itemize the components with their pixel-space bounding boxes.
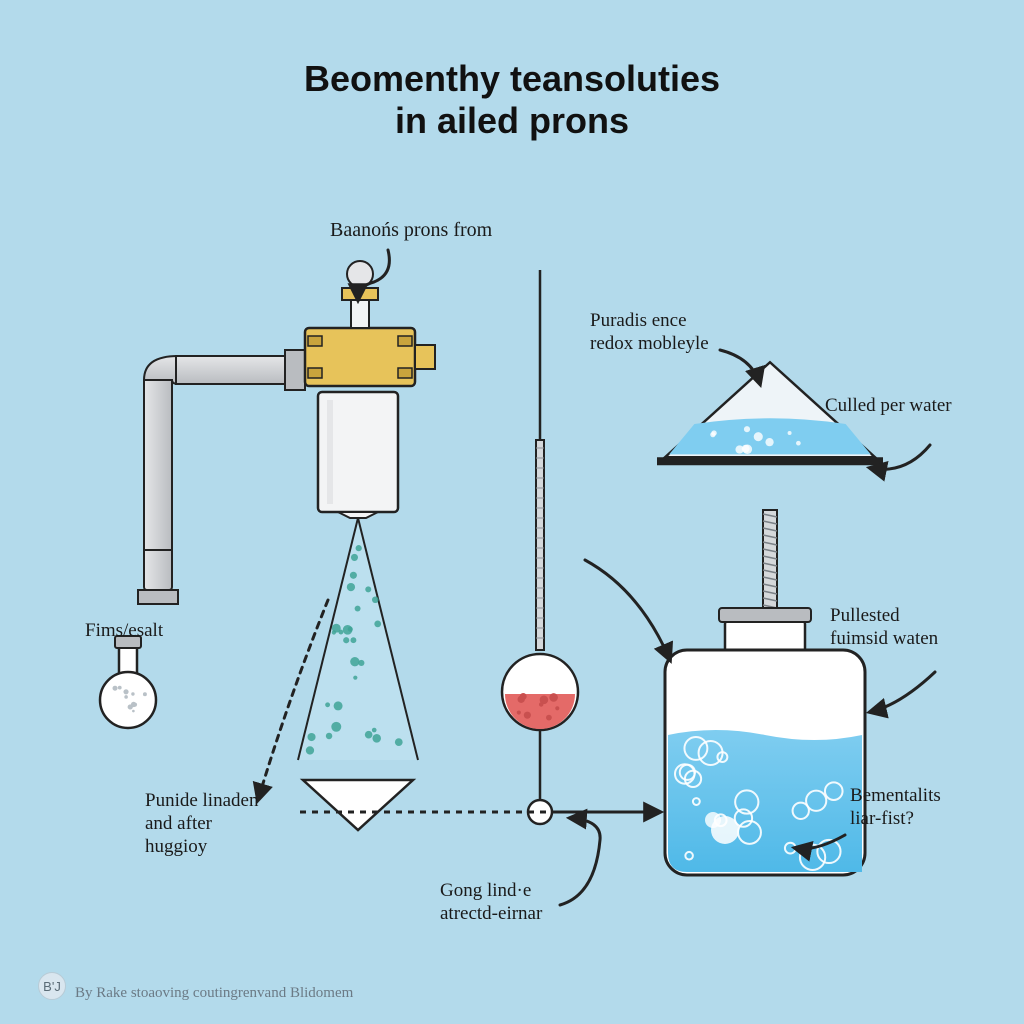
small-flask <box>100 672 156 728</box>
footer-logo-icon: B'J <box>38 972 66 1000</box>
pipe-vertical <box>144 380 172 550</box>
label-punide: Punide linaden and after huggioy <box>145 790 258 858</box>
label-puradis: Puradis ence redox mobleyle <box>590 310 709 356</box>
title-line2: in ailed prons <box>0 100 1024 142</box>
valve-stem <box>351 298 369 328</box>
jar-water <box>668 730 862 872</box>
label-fims: Fims/esalt <box>85 620 163 643</box>
label-pullested: Pullested fuimsid waten <box>830 605 938 651</box>
funnel-base <box>657 457 883 465</box>
jar-cap <box>719 608 811 622</box>
pipe-fitting-bottom <box>138 590 178 604</box>
pipe-horizontal <box>176 356 289 384</box>
pipe-fitting-left <box>285 350 305 390</box>
attribution-text: By Rake stoaoving coutingrenvand Blidome… <box>75 985 353 1002</box>
valve-outlet-right <box>415 345 435 369</box>
label-bementalits: Bementalits liar-fist? <box>850 785 941 831</box>
big-funnel-water <box>669 418 871 454</box>
diagram-canvas <box>0 0 1024 1024</box>
label-culled: Culled per water <box>825 395 952 418</box>
title-line1: Beomenthy teansoluties <box>0 58 1024 100</box>
label-gong: Gong lind·e atrectd-eirnar <box>440 880 542 926</box>
subtitle: Baanońs prons from <box>330 218 492 242</box>
